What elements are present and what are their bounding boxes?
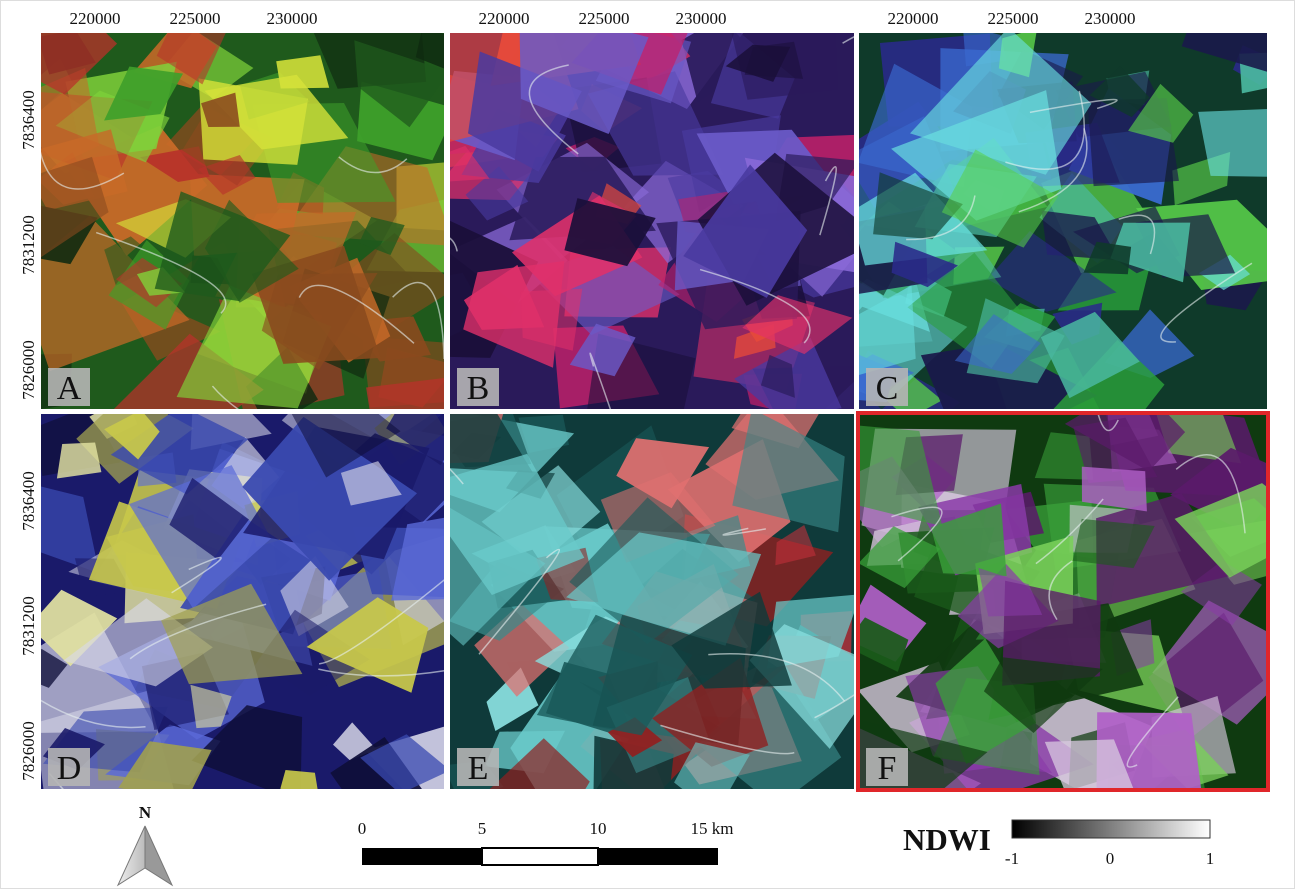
panel-letter: A (57, 370, 82, 407)
legend-label: 1 (1206, 849, 1215, 868)
panel-grid: A B C D E F (0, 0, 1295, 852)
scale-label: 10 (590, 819, 607, 838)
legend-ramp (1012, 820, 1210, 838)
x-tick-label: 230000 (267, 9, 318, 28)
scale-segment (482, 848, 598, 865)
x-tick-label: 230000 (676, 9, 727, 28)
x-tick-label: 225000 (170, 9, 221, 28)
y-tick-label: 7836400 (19, 471, 38, 531)
panel-letter: F (878, 750, 897, 787)
page: Map figure html, body { margin: 0; paddi… (0, 0, 1295, 889)
scale-label: 5 (478, 819, 487, 838)
y-tick-label: 7831200 (19, 596, 38, 656)
x-tick-label: 220000 (70, 9, 121, 28)
scale-segment (362, 848, 482, 865)
scale-segment (598, 848, 718, 865)
map-panel: A (0, 0, 520, 466)
y-tick-label: 7826000 (19, 340, 38, 400)
y-tick-label: 7826000 (19, 721, 38, 781)
panel-letter: B (467, 370, 490, 407)
x-tick-label: 225000 (579, 9, 630, 28)
x-tick-label: 230000 (1085, 9, 1136, 28)
figure: A B C D E F 220000 225000 230000 220000 225000 230… (0, 0, 1295, 889)
north-label: N (139, 803, 152, 822)
legend-label: -1 (1005, 849, 1019, 868)
map-panel: D (0, 346, 516, 852)
legend-title: NDWI (903, 822, 991, 857)
field-parcel (745, 42, 803, 79)
x-tick-label: 220000 (479, 9, 530, 28)
panel-letter: C (876, 370, 899, 407)
panel-letter: E (468, 750, 489, 787)
x-tick-label: 225000 (988, 9, 1039, 28)
y-tick-label: 7831200 (19, 215, 38, 275)
panel-letter: D (57, 750, 82, 787)
x-tick-label: 220000 (888, 9, 939, 28)
scale-label: 0 (358, 819, 367, 838)
page-body: { "x_ticks": ["220000", "225000", "23000… (0, 0, 1295, 889)
legend-label: 0 (1106, 849, 1115, 868)
scale-label: 15 km (691, 819, 734, 838)
y-tick-label: 7836400 (19, 90, 38, 150)
map-panel: B (385, 0, 926, 461)
map-panel: F (797, 365, 1295, 846)
field-parcel (276, 55, 329, 88)
